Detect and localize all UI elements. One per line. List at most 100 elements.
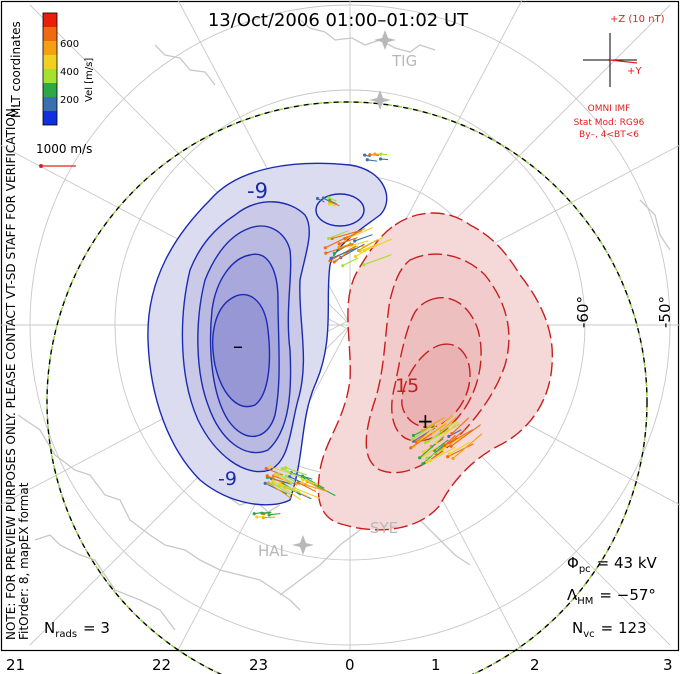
colorbar-border (42, 12, 58, 126)
stat-phi-pc: Φpc = 43 kV (567, 554, 658, 575)
imf-vector (609, 59, 638, 64)
velocity-vector-origin-24 (343, 236, 347, 241)
mlt-axis: 21 22 23 0 1 2 3 (6, 656, 673, 674)
velocity-vector-origin-79 (418, 456, 422, 460)
velocity-vector-82 (410, 433, 433, 449)
potential-maximum-marker: + (417, 409, 434, 433)
negative-cell (147, 162, 388, 506)
velocity-vector-15 (363, 254, 392, 266)
velocity-colorbar: 600 400 200 Vel [m/s] (42, 12, 95, 126)
velocity-vector-origin-81 (420, 428, 424, 433)
colorbar-tick-400: 400 (60, 67, 79, 78)
velocity-vector-origin-88 (368, 153, 372, 157)
velocity-vector-origin-36 (280, 467, 284, 471)
velocity-vector-origin-87 (434, 440, 438, 445)
imf-axis-z-label: +Z (10 nT) (610, 14, 665, 25)
velocity-vector-origin-50 (271, 479, 275, 483)
velocity-vector-68 (447, 443, 474, 458)
colorbar-segment-2 (43, 27, 57, 41)
velocity-vector-59 (450, 424, 481, 447)
velocity-vector-41 (285, 467, 308, 476)
coast-east (639, 199, 671, 251)
mlt-tick-21: 21 (6, 656, 25, 674)
velocity-vector-54 (297, 482, 317, 493)
velocity-vector-71 (440, 416, 457, 432)
velocity-vector-11 (328, 230, 349, 239)
velocity-vector-77 (420, 446, 439, 459)
velocity-vector-84 (452, 433, 483, 459)
station-label-tig: TIG (391, 52, 417, 70)
stat-n-vc: Nvc = 123 (572, 619, 647, 640)
velocity-vector-86 (426, 448, 444, 459)
velocity-vector-origin-101 (315, 196, 320, 201)
velocity-vector-83 (444, 429, 474, 446)
velocity-vector-75 (427, 420, 457, 442)
velocity-vector-21 (330, 247, 357, 259)
velocity-vector-81 (421, 416, 445, 431)
velocity-vector-104 (329, 201, 340, 207)
velocity-vector-origin-41 (284, 466, 288, 470)
velocity-vector-30 (266, 467, 284, 476)
colorbar-segment-4 (43, 55, 57, 69)
station-label-sye: SYE (370, 519, 398, 537)
velocity-vector-origin-58 (411, 433, 416, 438)
latitude-label-50: -50° (656, 296, 674, 328)
velocity-vector-origin-90 (365, 158, 369, 162)
coast-west (17, 414, 301, 611)
coordinates-label: MLT coordinates (9, 21, 23, 118)
velocity-vector-origin-23 (324, 251, 328, 255)
velocity-vector-56 (434, 439, 449, 451)
velocity-vector-1 (345, 227, 373, 240)
velocity-vector-origin-82 (409, 446, 413, 450)
colorbar-segment-6 (43, 83, 57, 97)
velocity-vector-6 (351, 240, 369, 246)
colorbar-tick-200: 200 (60, 95, 79, 106)
velocity-vector-origin-102 (327, 196, 331, 200)
velocity-vector-origin-32 (284, 474, 288, 478)
velocity-vector-origin-7 (332, 251, 336, 256)
velocity-vector-origin-14 (353, 239, 357, 243)
velocity-vector-origin-25 (337, 242, 341, 246)
velocity-vector-origin-18 (323, 246, 327, 250)
velocity-vector-55 (294, 487, 321, 499)
velocity-vector-origin-61 (423, 441, 427, 445)
velocity-vector-origin-96 (267, 513, 271, 517)
grid-meridian-8 (0, 144, 680, 506)
velocity-vector-origin-21 (329, 256, 333, 260)
stat-n-rads: Nrads = 3 (44, 619, 110, 640)
velocity-vector-origin-100 (321, 196, 325, 200)
velocity-vector-origin-47 (265, 474, 269, 478)
velocity-vector-24 (344, 229, 363, 240)
velocity-vector-origin-83 (443, 443, 447, 448)
imf-model-label: Stat Mod: RG96 (574, 118, 645, 128)
mlt-tick-22: 22 (152, 656, 171, 674)
velocity-vector-origin-92 (373, 152, 377, 156)
velocity-vector-origin-74 (414, 440, 418, 444)
station-marker-hal (292, 535, 314, 555)
latitude-label-60: -60° (574, 296, 592, 328)
velocity-vectors (252, 152, 483, 520)
velocity-vector-14 (354, 234, 373, 242)
velocity-vector-origin-19 (363, 249, 367, 253)
velocity-vector-9 (360, 243, 378, 252)
positive-contour-4 (401, 343, 471, 428)
velocity-vector-47 (267, 475, 285, 484)
imf-condition-label: By–, 4<BT<6 (579, 130, 639, 140)
velocity-vector-origin-52 (266, 481, 271, 485)
velocity-vector-44 (302, 478, 318, 486)
velocity-vector-origin-13 (356, 248, 361, 253)
velocity-vector-19 (364, 238, 393, 252)
velocity-vector-8 (338, 242, 355, 249)
stat-lambda-hm: ΛHM = −57° (567, 586, 656, 607)
potential-minimum-marker: – (233, 334, 243, 358)
velocity-vector-origin-11 (327, 236, 331, 241)
map-title: 13/Oct/2006 01:00–01:02 UT (208, 10, 469, 31)
velocity-vector-origin-86 (425, 456, 429, 460)
velocity-vector-origin-22 (332, 260, 336, 264)
mlt-tick-3: 3 (663, 656, 673, 674)
velocity-vector-50 (272, 480, 301, 500)
mlt-tick-1: 1 (431, 656, 441, 674)
colorbar-segment-7 (43, 97, 57, 111)
colorbar-segment-1 (43, 13, 57, 27)
